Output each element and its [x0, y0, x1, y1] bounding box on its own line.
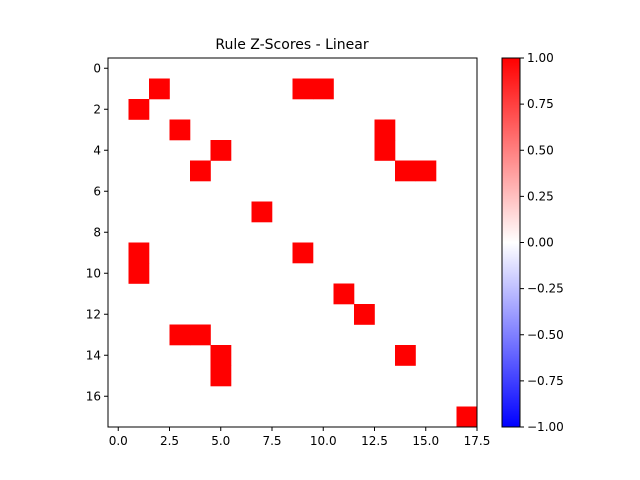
y-tick-label: 2 — [93, 102, 101, 116]
heatmap-cell — [251, 201, 273, 223]
x-axis: 0.0 2.5 5.0 7.5 10.0 12.5 15.0 17.5 — [109, 427, 491, 448]
x-tick-label: 17.5 — [464, 434, 491, 448]
heatmap-cell — [395, 345, 416, 366]
heatmap-cell — [374, 119, 396, 141]
heatmap-cell — [292, 242, 314, 264]
x-tick-label: 0.0 — [109, 434, 128, 448]
heatmap-cell — [169, 324, 191, 346]
heatmap-cell — [210, 140, 232, 161]
y-axis: 0 2 4 6 8 10 12 14 16 — [86, 61, 108, 403]
chart-title: Rule Z-Scores - Linear — [215, 37, 369, 53]
colorbar-tick-label: −1.00 — [527, 420, 564, 434]
heatmap-cell — [354, 304, 375, 325]
heatmap-cell — [313, 78, 334, 100]
x-tick-label: 5.0 — [211, 434, 230, 448]
heatmap-cell — [395, 160, 416, 182]
x-tick-label: 10.0 — [310, 434, 337, 448]
heatmap-cell — [292, 78, 314, 100]
colorbar-tick-label: 0.75 — [527, 97, 554, 111]
plot-frame — [107, 57, 478, 428]
heatmap-cell — [415, 160, 437, 182]
y-tick-label: 12 — [86, 307, 101, 321]
y-tick-label: 10 — [86, 266, 101, 280]
colorbar — [501, 57, 521, 428]
y-tick-label: 14 — [86, 348, 101, 362]
y-tick-label: 6 — [93, 184, 101, 198]
colorbar-tick-label: −0.50 — [527, 328, 564, 342]
heatmap-cell — [456, 406, 478, 428]
heatmap-cell — [210, 345, 232, 366]
colorbar-tick-label: −0.75 — [527, 374, 564, 388]
x-tick-label: 7.5 — [262, 434, 281, 448]
heatmap-cell — [149, 78, 170, 100]
y-tick-label: 0 — [93, 61, 101, 75]
x-tick-label: 15.0 — [412, 434, 439, 448]
heatmap-cell — [190, 160, 211, 182]
colorbar-tick-label: −0.25 — [527, 282, 564, 296]
colorbar-tick-label: 0.50 — [527, 143, 554, 157]
heatmap-cell — [128, 263, 150, 284]
heatmap-cell — [169, 119, 191, 141]
colorbar-axis: 1.00 0.75 0.50 0.25 0.00 −0.25 −0.50 −0.75 −1.00 — [520, 51, 564, 434]
x-tick-label: 2.5 — [160, 434, 179, 448]
heatmap-cell — [128, 99, 150, 120]
y-tick-label: 8 — [93, 225, 101, 239]
y-tick-label: 4 — [93, 143, 101, 157]
heatmap-cell — [128, 242, 150, 264]
heatmap-cell — [333, 283, 355, 305]
heatmap-cells — [108, 58, 478, 428]
heatmap-cell — [190, 324, 211, 346]
colorbar-tick-label: 0.25 — [527, 189, 554, 203]
colorbar-tick-label: 1.00 — [527, 51, 554, 65]
heatmap-cell — [374, 140, 396, 161]
x-tick-label: 12.5 — [361, 434, 388, 448]
colorbar-tick-label: 0.00 — [527, 236, 554, 250]
y-tick-label: 16 — [86, 389, 101, 403]
heatmap-cell — [210, 365, 232, 387]
